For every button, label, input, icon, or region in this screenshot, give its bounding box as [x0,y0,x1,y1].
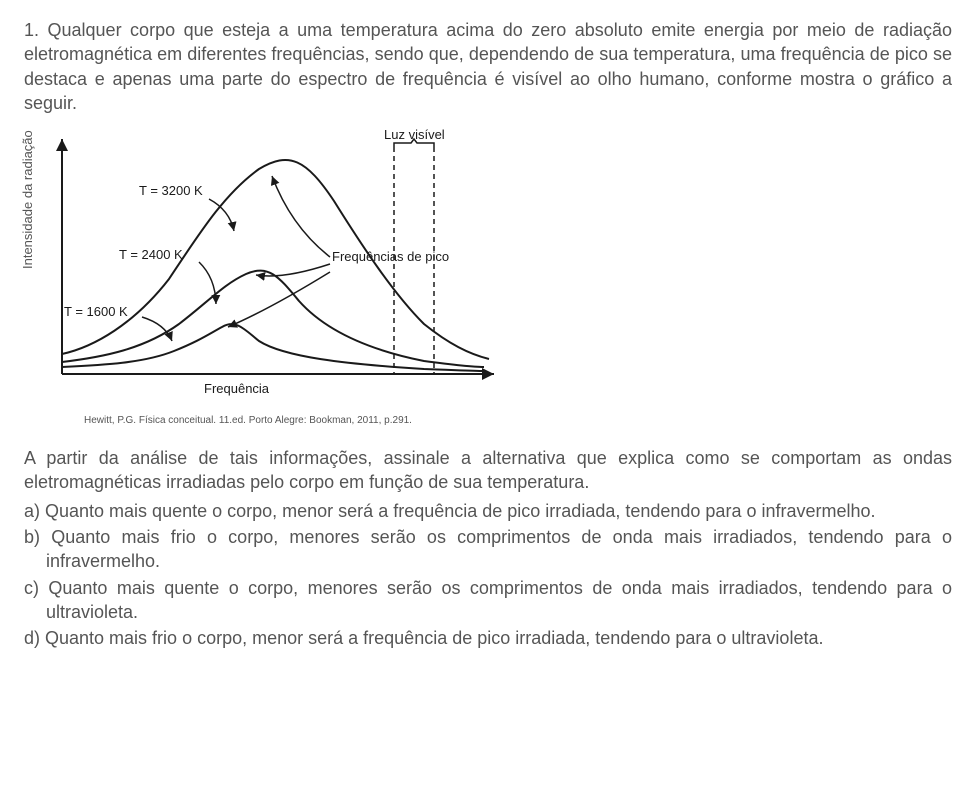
answer-list: a) Quanto mais quente o corpo, menor ser… [24,499,952,651]
answer-a: a) Quanto mais quente o corpo, menor ser… [24,499,952,523]
curve-label-2400k: T = 2400 K [119,247,183,262]
chart-svg [24,129,544,409]
curve-label-3200k: T = 3200 K [139,183,203,198]
x-axis-label: Frequência [204,381,269,396]
answer-c: c) Quanto mais quente o corpo, menores s… [24,576,952,625]
peak-frequencies-label: Frequências de pico [332,249,449,264]
answer-b: b) Quanto mais frio o corpo, menores ser… [24,525,952,574]
answer-d: d) Quanto mais frio o corpo, menor será … [24,626,952,650]
y-axis-label: Intensidade da radiação [20,130,35,269]
curve-label-1600k: T = 1600 K [64,304,128,319]
question-prompt: A partir da análise de tais informações,… [24,446,952,495]
chart-citation: Hewitt, P.G. Física conceitual. 11.ed. P… [84,415,952,426]
radiation-chart: Intensidade da radiação Luz visível Freq… [24,129,544,409]
question-text: 1. Qualquer corpo que esteja a uma tempe… [24,18,952,115]
visible-light-label: Luz visível [384,127,445,142]
